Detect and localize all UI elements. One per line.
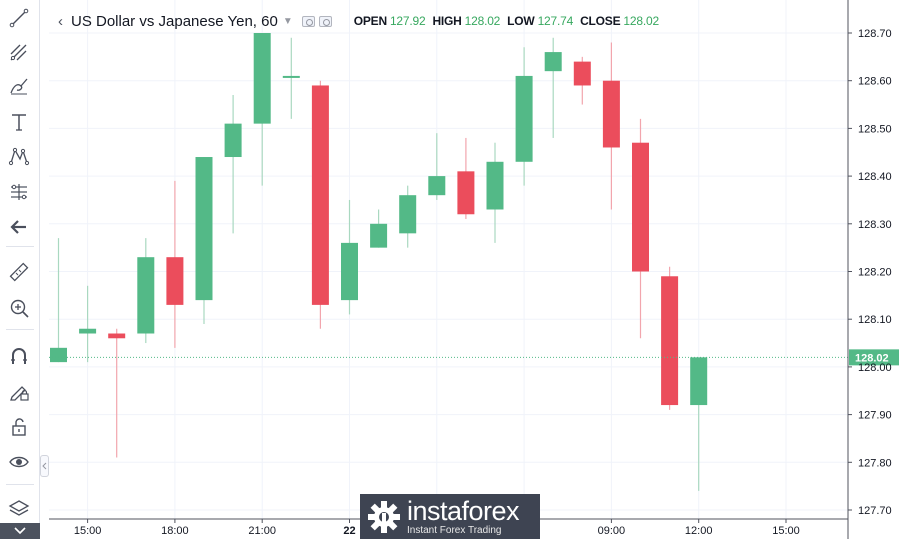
brush-icon[interactable] xyxy=(4,72,34,100)
close-label: CLOSE xyxy=(580,14,621,28)
candle-body-up xyxy=(399,195,417,234)
price-tick-label: 128.10 xyxy=(858,314,892,326)
candle-body-up xyxy=(79,328,97,334)
zoom-in-icon[interactable] xyxy=(4,294,34,322)
last-price-line: 128.02 xyxy=(49,349,899,366)
open-value: 127.92 xyxy=(389,14,426,28)
candle-body-down xyxy=(573,61,591,86)
instaforex-logo: instaforex Instant Forex Trading xyxy=(360,494,540,539)
candle-body-down xyxy=(311,85,329,305)
text-icon[interactable] xyxy=(4,108,34,136)
candle-body-down xyxy=(602,80,620,148)
logo-tagline: Instant Forex Trading xyxy=(407,525,502,536)
high-label: HIGH xyxy=(432,14,462,28)
candle-body-up xyxy=(486,161,504,210)
lock-drawing-icon[interactable] xyxy=(4,377,34,405)
candle-body-up xyxy=(690,357,708,406)
candle-body-down xyxy=(166,257,184,305)
toolbar-collapse-handle[interactable] xyxy=(40,455,49,477)
price-tick-label: 127.70 xyxy=(858,505,892,517)
pattern-icon[interactable] xyxy=(4,142,34,170)
chevron-left-icon[interactable]: ‹ xyxy=(58,12,63,30)
hide-icon[interactable] xyxy=(318,15,332,27)
price-tick-label: 128.30 xyxy=(858,219,892,231)
chart-pane[interactable]: 128.02 127.70 127.80 127.90 128.00 128.10 128… xyxy=(49,0,900,539)
layers-icon[interactable] xyxy=(4,494,34,522)
candle-body-up xyxy=(195,157,213,301)
candlestick-chart[interactable]: 128.02 127.70 127.80 127.90 128.00 128.10 128… xyxy=(49,0,900,539)
last-price-label: 128.02 xyxy=(855,352,889,364)
chevron-down-icon xyxy=(14,527,26,535)
symbol-title[interactable]: US Dollar vs Japanese Yen, 60 xyxy=(71,12,278,30)
price-tick-label: 127.80 xyxy=(858,457,892,469)
candle-body-up xyxy=(282,75,300,78)
settings-icon[interactable] xyxy=(301,15,315,27)
low-label: LOW xyxy=(507,14,535,28)
fib-retracement-icon[interactable] xyxy=(4,38,34,66)
candle-body-up xyxy=(137,257,155,334)
prediction-icon[interactable] xyxy=(4,178,34,206)
candle-body-up xyxy=(428,176,446,196)
time-tick-label: 18:00 xyxy=(161,525,189,537)
price-tick-label: 127.90 xyxy=(858,410,892,422)
candle-body-up xyxy=(370,223,388,248)
open-label: OPEN xyxy=(353,14,387,28)
candle-body-up xyxy=(253,33,271,124)
ruler-icon[interactable] xyxy=(4,258,34,286)
logo-name: instaforex xyxy=(407,496,520,526)
chart-legend: ‹ US Dollar vs Japanese Yen, 60 ▼ OPEN 1… xyxy=(58,11,666,31)
candle-body-down xyxy=(108,333,126,339)
low-value: 127.74 xyxy=(537,14,574,28)
last-price-badge xyxy=(849,349,899,366)
candle-body-up xyxy=(341,242,358,301)
candle-body-down xyxy=(632,142,649,272)
candle-body-down xyxy=(661,276,679,406)
chevron-down-icon[interactable]: ▼ xyxy=(282,15,293,27)
lock-icon[interactable] xyxy=(4,413,34,441)
candle-body-up xyxy=(224,123,242,158)
candle-body-down xyxy=(457,171,475,215)
time-tick-label: 09:00 xyxy=(598,525,626,537)
chevron-left-icon xyxy=(42,462,47,470)
gear-logo-icon xyxy=(368,500,400,533)
price-tick-label: 128.00 xyxy=(858,362,892,374)
eye-icon[interactable] xyxy=(4,448,34,476)
trend-line-icon[interactable] xyxy=(4,4,34,32)
candle-body-up xyxy=(515,75,533,162)
drawing-toolbar xyxy=(0,0,40,539)
price-tick-label: 128.20 xyxy=(858,267,892,279)
price-tick-label: 128.60 xyxy=(858,76,892,88)
time-tick-label: 15:00 xyxy=(74,525,102,537)
magnet-icon[interactable] xyxy=(4,342,34,370)
candle-body-up xyxy=(544,52,562,72)
price-tick-label: 128.50 xyxy=(858,123,892,135)
close-value: 128.02 xyxy=(623,14,659,28)
price-tick-label: 128.70 xyxy=(858,28,892,40)
time-tick-label: 12:00 xyxy=(685,525,713,537)
time-tick-label: 22 xyxy=(343,525,355,537)
candle-body-up xyxy=(50,347,67,363)
toolbar-expand-button[interactable] xyxy=(0,523,40,539)
back-arrow-icon[interactable] xyxy=(4,213,34,241)
time-tick-label: 15:00 xyxy=(772,525,800,537)
price-axis: 127.70 127.80 127.90 128.00 128.10 128.20 128.… xyxy=(847,0,892,539)
ohlc-values: OPEN 127.92 HIGH 128.02 LOW 127.74 CLOSE… xyxy=(354,14,666,28)
high-value: 128.02 xyxy=(464,14,501,28)
time-tick-label: 21:00 xyxy=(248,525,276,537)
price-tick-label: 128.40 xyxy=(858,171,892,183)
candle-bodies xyxy=(50,33,708,406)
candle-wicks xyxy=(57,33,700,491)
